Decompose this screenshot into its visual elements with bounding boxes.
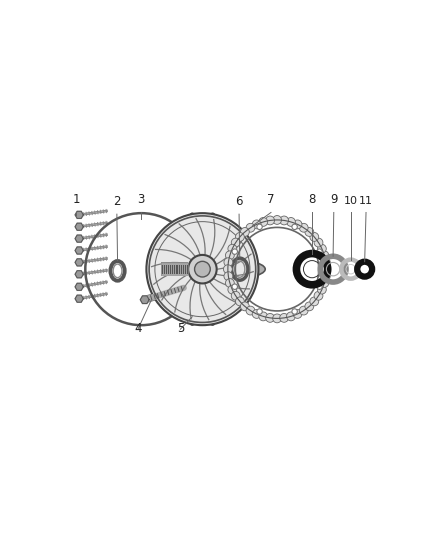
Circle shape — [246, 306, 255, 315]
Circle shape — [240, 302, 249, 311]
Circle shape — [318, 285, 326, 294]
Circle shape — [310, 232, 319, 241]
Circle shape — [322, 265, 331, 273]
Circle shape — [231, 292, 240, 300]
Circle shape — [226, 279, 234, 287]
Polygon shape — [75, 223, 83, 230]
Circle shape — [310, 297, 319, 306]
Circle shape — [257, 309, 262, 314]
Circle shape — [228, 244, 237, 253]
Circle shape — [273, 215, 282, 224]
Circle shape — [317, 249, 322, 254]
Circle shape — [280, 216, 289, 225]
Circle shape — [266, 216, 275, 225]
Ellipse shape — [202, 213, 223, 325]
Circle shape — [259, 312, 268, 321]
Text: 2: 2 — [113, 195, 120, 208]
Polygon shape — [75, 247, 83, 254]
Circle shape — [292, 224, 297, 230]
Circle shape — [266, 313, 275, 322]
Circle shape — [293, 220, 302, 229]
Circle shape — [232, 284, 237, 289]
Text: 11: 11 — [359, 196, 373, 206]
Circle shape — [194, 261, 210, 277]
Text: 8: 8 — [308, 193, 316, 206]
Ellipse shape — [182, 213, 202, 325]
Circle shape — [286, 312, 295, 321]
Circle shape — [236, 232, 244, 241]
Circle shape — [252, 220, 261, 229]
Polygon shape — [75, 259, 83, 266]
Circle shape — [321, 272, 330, 280]
Polygon shape — [75, 211, 83, 219]
Circle shape — [252, 310, 261, 318]
Circle shape — [188, 255, 217, 284]
Circle shape — [292, 309, 297, 314]
Circle shape — [321, 258, 330, 266]
Circle shape — [228, 285, 237, 294]
Circle shape — [146, 213, 258, 325]
Text: 6: 6 — [235, 195, 243, 208]
Text: 10: 10 — [344, 196, 358, 206]
Circle shape — [293, 310, 302, 318]
Text: 9: 9 — [330, 193, 338, 206]
Circle shape — [257, 224, 262, 230]
Polygon shape — [75, 283, 83, 290]
Circle shape — [317, 284, 322, 289]
Circle shape — [299, 306, 308, 315]
Circle shape — [320, 279, 329, 287]
Circle shape — [236, 297, 244, 306]
Circle shape — [299, 223, 308, 232]
Circle shape — [259, 217, 268, 227]
Ellipse shape — [150, 257, 265, 281]
Circle shape — [280, 313, 289, 322]
Circle shape — [305, 228, 314, 236]
Circle shape — [224, 272, 233, 280]
Text: 4: 4 — [134, 322, 141, 335]
Circle shape — [273, 314, 282, 323]
Circle shape — [240, 228, 249, 236]
Polygon shape — [75, 271, 83, 278]
Text: 7: 7 — [267, 193, 275, 206]
Circle shape — [246, 223, 255, 232]
Circle shape — [231, 238, 240, 247]
Circle shape — [226, 251, 234, 260]
Circle shape — [286, 217, 295, 227]
Text: 1: 1 — [72, 193, 80, 206]
Circle shape — [223, 265, 232, 273]
Polygon shape — [75, 235, 83, 242]
Circle shape — [314, 292, 323, 300]
Text: 5: 5 — [177, 322, 184, 335]
Circle shape — [320, 251, 329, 260]
Circle shape — [232, 249, 237, 254]
Polygon shape — [140, 296, 149, 303]
Circle shape — [357, 262, 372, 277]
Circle shape — [305, 302, 314, 311]
Circle shape — [224, 258, 233, 266]
Polygon shape — [75, 295, 83, 302]
Circle shape — [318, 244, 326, 253]
Circle shape — [314, 238, 323, 247]
Text: 3: 3 — [138, 193, 145, 206]
